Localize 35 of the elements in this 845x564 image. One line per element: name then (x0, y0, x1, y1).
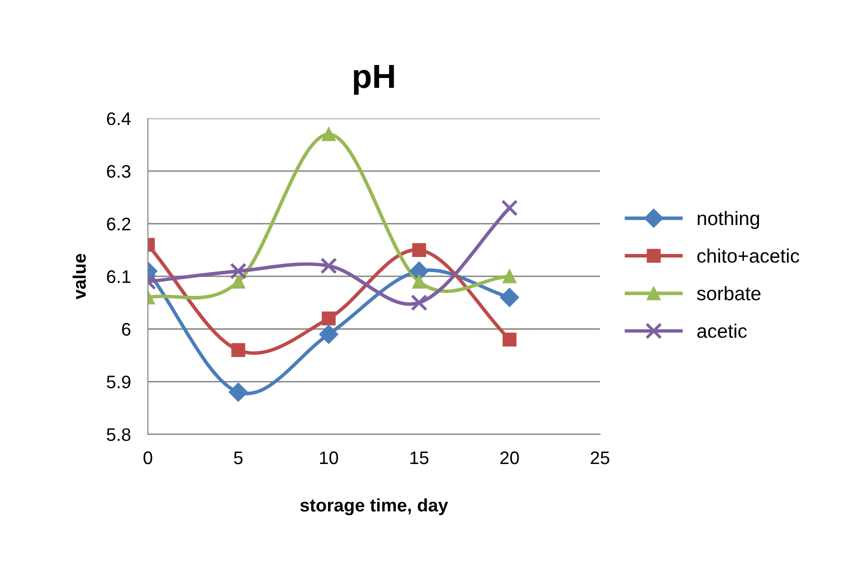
y-tick-label: 6.4 (107, 112, 131, 126)
y-tick-label: 6 (122, 322, 130, 336)
point (231, 274, 246, 289)
point (410, 294, 428, 312)
legend-label: nothing (698, 210, 760, 230)
point (228, 382, 248, 402)
x-tick-label: 15 (410, 452, 428, 464)
y-tick-label: 5.9 (106, 376, 130, 388)
point (502, 269, 516, 284)
point (412, 243, 426, 257)
legend-label: chito+acetic (697, 248, 800, 263)
point (501, 200, 518, 216)
x-tick-label: 10 (320, 451, 338, 464)
legend-label: sorbate (697, 286, 760, 300)
point (412, 274, 426, 289)
legend-label: acetic (697, 324, 747, 338)
x-tick-label: 5 (234, 452, 243, 464)
point (231, 343, 246, 357)
x-axis-title: storage time, day (300, 498, 448, 516)
y-axis-title: value (72, 254, 86, 300)
y-tick-label: 6.3 (107, 165, 130, 178)
y-tick-label: 5.8 (106, 428, 130, 441)
point (500, 288, 520, 307)
y-tick-label: 6.2 (107, 218, 130, 230)
chart-title: pH (354, 64, 394, 95)
point (322, 312, 336, 326)
point (322, 127, 336, 142)
point (320, 258, 338, 274)
point (230, 262, 247, 280)
x-tick-label: 0 (144, 451, 152, 464)
x-tick-label: 20 (500, 451, 519, 464)
y-tick-label: 6.1 (107, 270, 130, 284)
point (502, 332, 516, 346)
x-tick-label: 25 (590, 451, 610, 464)
point (319, 324, 338, 344)
